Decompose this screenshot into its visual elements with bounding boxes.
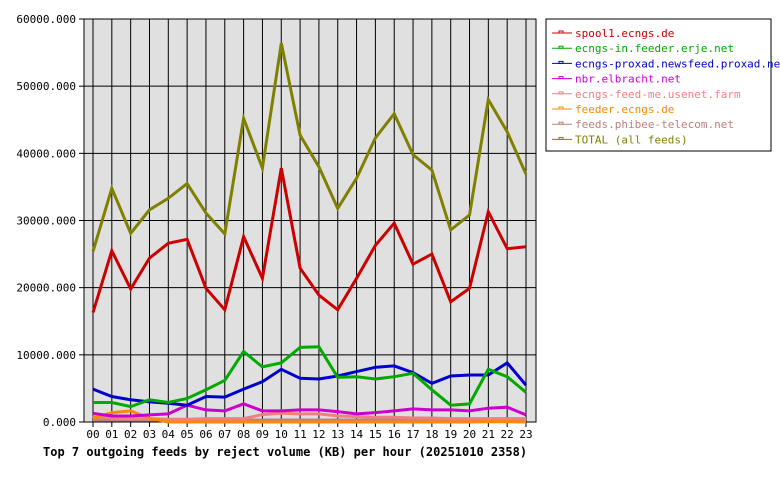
y-tick-label: 0.000 [43,416,76,429]
legend-label: nbr.elbracht.net [575,73,681,86]
x-tick-label: 07 [218,428,231,441]
series-line [92,411,526,421]
series-line [93,345,527,409]
chart-title: Top 7 outgoing feeds by reject volume (K… [43,445,527,459]
series-line [92,402,527,418]
legend-box [545,18,772,152]
x-tick-label: 16 [388,428,401,441]
y-tick-label: 10000.000 [16,349,76,362]
series-line [92,409,527,424]
x-tick-label: 13 [331,428,344,441]
x-tick-label: 03 [143,428,156,441]
legend-label: ecngs-proxad.newsfeed.proxad.net [575,57,780,70]
x-tick-label: 23 [519,428,532,441]
series-lines [91,42,528,424]
x-tick-label: 19 [444,428,457,441]
x-tick-label: 20 [463,428,476,441]
y-tick-label: 20000.000 [16,282,76,295]
y-tick-label: 30000.000 [16,215,76,228]
legend-label: feeds.phibee-telecom.net [575,118,734,131]
x-tick-label: 22 [501,428,514,441]
x-tick-label: 08 [237,428,250,441]
y-tick-label: 50000.000 [16,80,76,93]
y-axis: 0.000 10000.000 20000.000 30000.000 40000.00… [16,13,84,429]
legend-label: ecngs-feed-me.usenet.farm [575,88,741,101]
x-tick-label: 02 [124,428,137,441]
legend: spool1.ecngs.de ecngs-in.feeder.erje.net e… [545,18,780,152]
x-tick-label: 10 [275,428,288,441]
x-tick-label: 05 [181,428,194,441]
x-tick-label: 06 [199,428,212,441]
y-tick-label: 60000.000 [16,13,76,26]
legend-label: spool1.ecngs.de [575,27,674,40]
y-tick-label: 40000.000 [16,147,76,160]
x-tick-label: 09 [256,428,269,441]
series-line [91,167,527,313]
legend-label: ecngs-in.feeder.erje.net [575,42,734,55]
x-tick-label: 12 [312,428,325,441]
x-tick-label: 14 [350,428,364,441]
x-tick-label: 01 [105,428,118,441]
x-tick-label: 21 [482,428,495,441]
x-tick-label: 17 [406,428,419,441]
x-tick-label: 00 [86,428,99,441]
legend-label: feeder.ecngs.de [575,103,674,116]
legend-label: TOTAL (all feeds) [575,133,688,146]
x-tick-label: 04 [162,428,176,441]
x-axis: 00 01 02 03 04 05 06 07 08 09 10 11 12 13 14 15 16 17 18 19… [86,422,533,441]
series-line [91,42,528,252]
x-tick-label: 15 [369,428,382,441]
x-tick-label: 11 [293,428,306,441]
x-tick-label: 18 [425,428,438,441]
